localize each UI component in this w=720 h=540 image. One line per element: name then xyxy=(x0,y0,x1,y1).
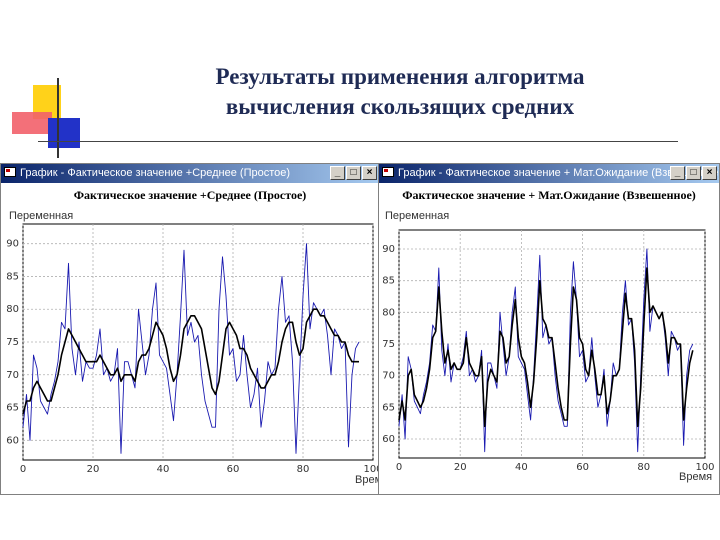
chart-window-weighted-expectation[interactable]: График - Фактическое значение + Мат.Ожид… xyxy=(378,163,720,495)
y-axis-label: Переменная xyxy=(9,210,74,222)
window-title: График - Фактическое значение +Среднее (… xyxy=(20,167,291,179)
decoration-horizontal-line xyxy=(38,141,678,142)
x-tick-label: 40 xyxy=(515,462,528,473)
series-line-average xyxy=(398,267,694,428)
y-tick-label: 65 xyxy=(6,403,19,414)
y-tick-label: 80 xyxy=(6,304,19,315)
y-tick-label: 70 xyxy=(382,371,395,382)
window-titlebar[interactable]: График - Фактическое значение + Мат.Ожид… xyxy=(379,164,719,183)
decoration-vertical-line xyxy=(57,78,59,158)
chart-window-icon xyxy=(4,167,16,177)
series-line-average xyxy=(22,308,359,415)
y-tick-label: 75 xyxy=(382,339,395,350)
series-line-actual xyxy=(22,243,360,454)
y-tick-label: 90 xyxy=(6,239,19,250)
x-tick-label: 20 xyxy=(87,464,100,475)
x-tick-label: 100 xyxy=(695,462,714,473)
slide-title-line2: вычисления скользящих средних xyxy=(225,94,575,119)
slide-title: Результаты применения алгоритма вычислен… xyxy=(120,62,680,122)
chart-window-simple-average[interactable]: График - Фактическое значение +Среднее (… xyxy=(0,163,380,495)
x-tick-label: 0 xyxy=(20,464,26,475)
close-button[interactable]: × xyxy=(702,166,717,180)
minimize-button[interactable]: _ xyxy=(670,166,685,180)
plot-area xyxy=(398,229,706,459)
maximize-button[interactable]: □ xyxy=(346,166,361,180)
y-tick-label: 80 xyxy=(382,307,395,318)
y-tick-label: 75 xyxy=(6,337,19,348)
y-tick-label: 90 xyxy=(382,244,395,255)
close-button[interactable]: × xyxy=(362,166,377,180)
x-tick-label: 40 xyxy=(157,464,170,475)
decoration-blue-square xyxy=(48,118,80,148)
x-tick-label: 60 xyxy=(576,462,589,473)
chart-title: Фактическое значение + Мат.Ожидание (Взв… xyxy=(402,188,696,202)
x-tick-label: 100 xyxy=(363,464,379,475)
chart-plot: 0 20 40 60 80 100 60 65 70 75 80 85 90 xyxy=(6,223,379,475)
y-tick-label: 60 xyxy=(6,435,19,446)
window-title: График - Фактическое значение + Мат.Ожид… xyxy=(398,167,719,179)
minimize-button[interactable]: _ xyxy=(330,166,345,180)
chart-title: Фактическое значение +Среднее (Простое) xyxy=(73,188,307,202)
maximize-button[interactable]: □ xyxy=(686,166,701,180)
y-tick-label: 60 xyxy=(382,434,395,445)
y-axis-label: Переменная xyxy=(385,210,450,222)
window-titlebar[interactable]: График - Фактическое значение +Среднее (… xyxy=(1,164,379,183)
x-tick-label: 0 xyxy=(396,462,402,473)
x-tick-label: 20 xyxy=(454,462,467,473)
plot-area xyxy=(22,223,374,461)
x-axis-label: Время xyxy=(679,471,713,483)
x-tick-label: 80 xyxy=(297,464,310,475)
x-tick-label: 80 xyxy=(637,462,650,473)
slide-title-line1: Результаты применения алгоритма xyxy=(215,64,585,89)
x-axis-label: Время xyxy=(355,474,379,486)
chart-window-icon xyxy=(382,167,394,177)
chart-plot: 0 20 40 60 80 100 60 65 70 75 80 85 90 xyxy=(382,229,715,473)
y-tick-label: 85 xyxy=(382,276,395,287)
y-tick-label: 85 xyxy=(6,271,19,282)
y-tick-label: 65 xyxy=(382,402,395,413)
y-tick-label: 70 xyxy=(6,370,19,381)
x-tick-label: 60 xyxy=(227,464,240,475)
decoration-red-square xyxy=(12,112,52,134)
